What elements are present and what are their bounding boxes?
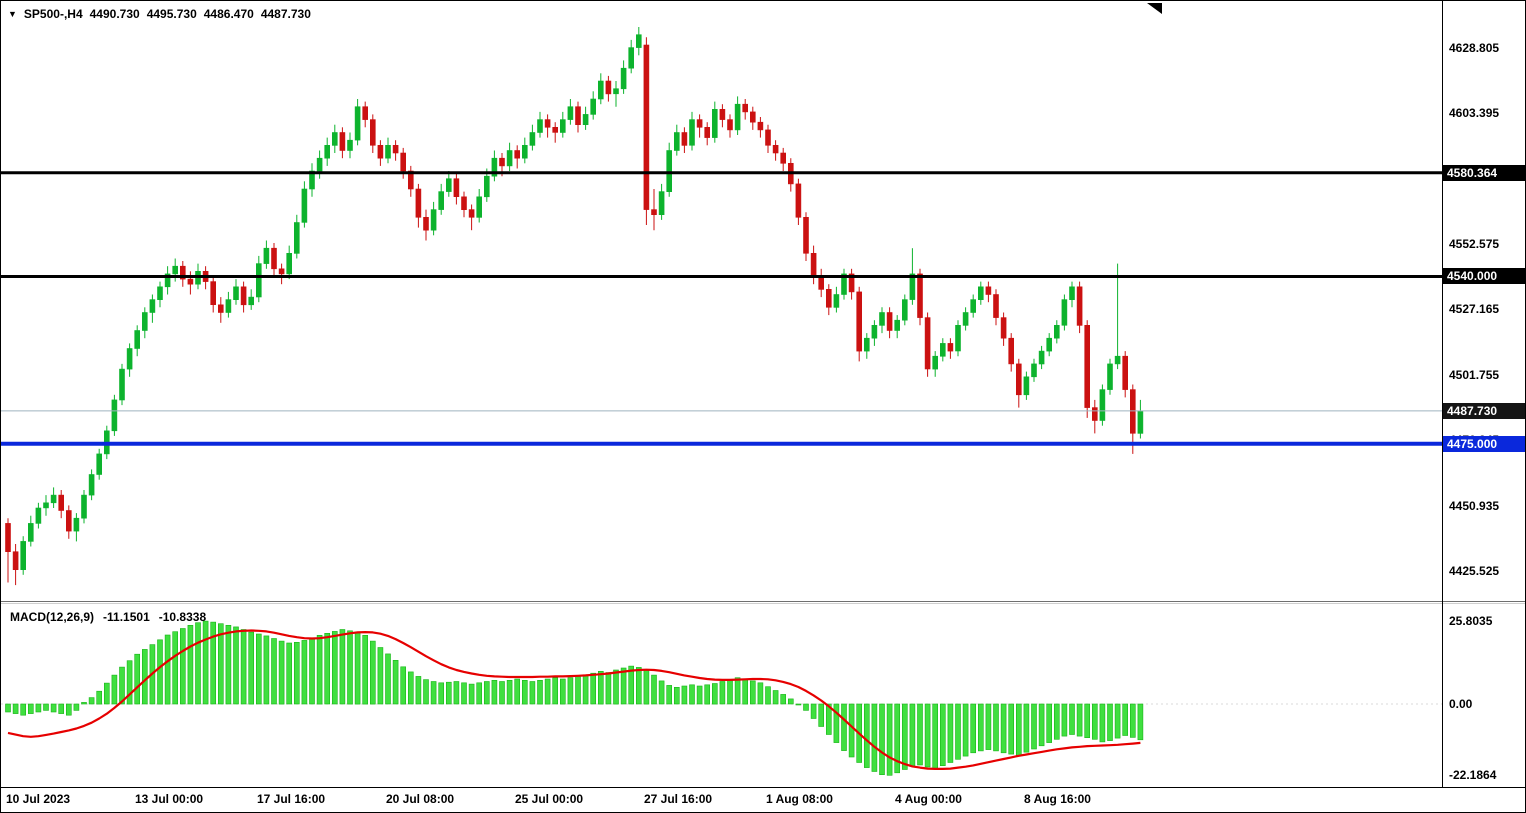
- chart-title: ▼ SP500-,H4 4490.730 4495.730 4486.470 4…: [8, 7, 311, 21]
- time-tick-label: 10 Jul 2023: [6, 792, 71, 806]
- axis-tick-label: 4450.935: [1449, 499, 1500, 513]
- candles-group: [5, 27, 1144, 586]
- price-axis[interactable]: 4628.805 4603.395 4552.575 4527.165 4501.755…: [1443, 1, 1525, 787]
- symbol-period-label: SP500-,H4: [23, 7, 83, 21]
- quote-high: 4495.730: [146, 7, 197, 21]
- quote-open: 4490.730: [89, 7, 140, 21]
- axis-tick-label: 0.00: [1449, 697, 1473, 711]
- time-tick-label: 20 Jul 08:00: [386, 792, 455, 806]
- axis-tick-label: 25.8035: [1449, 614, 1493, 628]
- time-tick-label: 13 Jul 00:00: [135, 792, 204, 806]
- axis-tick-label: 4603.395: [1449, 106, 1500, 120]
- macd-name: MACD(12,26,9): [10, 610, 95, 624]
- panel-separator: [1, 1, 1525, 788]
- chart-shift-marker[interactable]: [1147, 3, 1162, 14]
- time-tick-label: 1 Aug 08:00: [766, 792, 833, 806]
- time-tick-label: 25 Jul 00:00: [515, 792, 584, 806]
- axis-tick-label: 4552.575: [1449, 237, 1500, 251]
- macd-signal-value: -10.8338: [158, 610, 207, 624]
- axis-tick-label: 4425.525: [1449, 564, 1500, 578]
- macd-main-value: -11.1501: [103, 610, 150, 624]
- macd-signal-line: [7, 629, 1141, 771]
- price-badge-4475.000: 4475.000: [1443, 436, 1525, 452]
- time-tick-label: 17 Jul 16:00: [257, 792, 326, 806]
- axis-tick-label: -22.1864: [1449, 768, 1497, 782]
- price-badge-4540.000: 4540.000: [1443, 268, 1525, 284]
- price-badge-4580.364: 4580.364: [1443, 165, 1525, 181]
- axis-tick-label: 4628.805: [1449, 41, 1500, 55]
- axis-tick-label: 4527.165: [1449, 302, 1500, 316]
- symbol-marker-icon: ▼: [8, 9, 17, 19]
- time-axis[interactable]: 10 Jul 2023 13 Jul 00:00 17 Jul 16:00 20 Ju…: [1, 789, 1442, 812]
- quote-low: 4486.470: [203, 7, 254, 21]
- axis-tick-label: 4501.755: [1449, 368, 1500, 382]
- price-badge-4487.730: 4487.730: [1443, 403, 1525, 419]
- time-tick-label: 4 Aug 00:00: [895, 792, 962, 806]
- quote-close: 4487.730: [260, 7, 311, 21]
- time-tick-label: 27 Jul 16:00: [644, 792, 713, 806]
- macd-indicator-label: MACD(12,26,9) -11.1501 -10.8338: [10, 610, 206, 624]
- macd-histogram-group: [5, 620, 1144, 776]
- time-tick-label: 8 Aug 16:00: [1024, 792, 1091, 806]
